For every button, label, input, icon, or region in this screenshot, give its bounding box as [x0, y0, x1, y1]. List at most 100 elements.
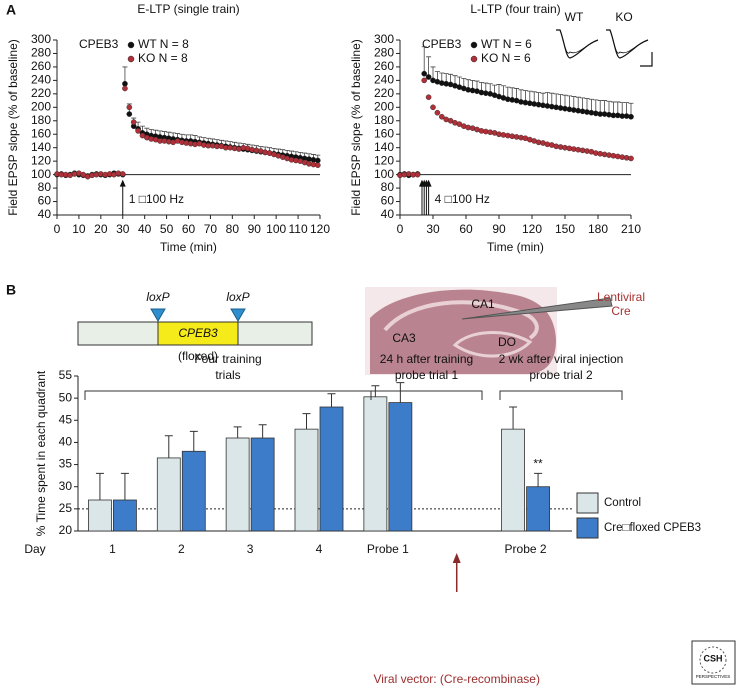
data-point — [126, 104, 133, 111]
inset-trace — [556, 29, 599, 59]
logo-text: PERSPECTIVES — [696, 674, 731, 679]
data-point — [421, 70, 428, 77]
legend-label: Cre□floxed CPEB3 — [604, 522, 701, 534]
legend-label: KO N = 6 — [481, 51, 531, 65]
dentate-layer — [452, 331, 533, 358]
bracket-label: Four training — [194, 352, 261, 366]
data-point — [135, 128, 141, 134]
y-tick-label: 140 — [374, 140, 394, 154]
error-bar — [396, 382, 405, 403]
y-tick-label: 25 — [59, 501, 73, 515]
legend-swatch — [576, 517, 599, 539]
loxp-label: loxP — [226, 290, 249, 304]
injection-label: Lentiviral — [597, 290, 645, 304]
legend-marker — [127, 41, 135, 49]
scale-bar — [640, 52, 653, 67]
region-label: CA3 — [392, 331, 416, 345]
x-tick-label: 60 — [182, 222, 196, 236]
x-tick-label: 30 — [116, 222, 130, 236]
y-tick-label: 30 — [59, 479, 73, 493]
y-tick-label: 100 — [374, 167, 394, 181]
gene-box — [157, 321, 239, 346]
chart-title: E-LTP (single train) — [137, 2, 239, 16]
loxp-label: loxP — [146, 290, 169, 304]
x-tick-label: Probe 1 — [367, 542, 409, 556]
error-bar — [122, 66, 128, 84]
y-tick-label: 40 — [381, 207, 395, 221]
chart-title: L-LTP (four train) — [470, 2, 560, 16]
data-point — [315, 157, 321, 164]
y-tick-label: 200 — [31, 99, 51, 113]
gene-label: CPEB3 — [178, 326, 218, 340]
error-bar — [95, 472, 104, 500]
y-tick-label: 60 — [381, 194, 395, 208]
inset-trace — [606, 29, 649, 59]
y-tick-label: 50 — [59, 390, 73, 404]
legend-marker — [470, 55, 478, 63]
loxp-triangle — [150, 308, 166, 322]
x-tick-label: 3 — [247, 542, 254, 556]
inset-trace — [606, 29, 649, 54]
x-tick-label: 120 — [522, 222, 542, 236]
x-tick-label: 0 — [397, 222, 404, 236]
bar — [181, 450, 206, 532]
y-tick-label: 180 — [374, 113, 394, 127]
vector-note: Viral vector: (Cre-recombinase) — [373, 672, 540, 686]
y-tick-label: 280 — [374, 46, 394, 60]
x-tick-label: 10 — [72, 222, 86, 236]
data-point — [438, 113, 445, 120]
x-tick-label: 150 — [555, 222, 575, 236]
y-tick-label: 55 — [59, 368, 73, 382]
x-tick-label: 30 — [426, 222, 440, 236]
stimulus-label: 4 □100 Hz — [435, 192, 490, 206]
y-tick-label: 220 — [31, 86, 51, 100]
y-tick-label: 280 — [31, 46, 51, 60]
x-tick-label: 50 — [160, 222, 174, 236]
y-axis-title: % Time spent in each quadrant — [34, 370, 48, 536]
arrow-head — [452, 553, 461, 563]
bar — [526, 486, 550, 532]
significance-label: ** — [533, 457, 543, 471]
genotype-label: CPEB3 — [422, 37, 462, 51]
legend-swatch — [576, 492, 599, 514]
data-point — [425, 94, 432, 101]
bar — [88, 499, 112, 532]
data-point — [430, 104, 436, 111]
y-tick-label: 100 — [31, 167, 51, 181]
bracket-label: 24 h after training — [380, 352, 473, 366]
pipette — [461, 297, 613, 320]
x-tick-label: 0 — [54, 222, 61, 236]
y-tick-label: 120 — [31, 153, 51, 167]
data-point — [421, 77, 428, 84]
logo-ring — [699, 646, 727, 674]
y-tick-label: 80 — [381, 180, 395, 194]
y-tick-label: 220 — [374, 86, 394, 100]
bar — [156, 457, 181, 532]
error-bar — [327, 393, 336, 407]
x-tick-label: 60 — [459, 222, 473, 236]
data-point — [122, 80, 128, 87]
data-point — [434, 109, 441, 116]
bracket-label: probe trial 1 — [395, 368, 459, 382]
floxed-label: (floxed) — [178, 349, 218, 363]
data-point — [414, 171, 421, 178]
data-point — [628, 155, 634, 162]
y-tick-label: 200 — [374, 99, 394, 113]
genotype-label: CPEB3 — [79, 37, 119, 51]
y-axis-title: Field EPSP slope (% of baseline) — [6, 39, 20, 216]
data-point — [628, 113, 634, 120]
region-label: DO — [498, 335, 516, 349]
error-bar — [302, 413, 311, 430]
arrow-head — [425, 179, 432, 187]
error-bar — [233, 426, 242, 438]
injection-label: Cre — [611, 304, 631, 318]
region-label: CA1 — [471, 297, 495, 311]
data-point — [315, 162, 321, 168]
error-bar — [426, 56, 432, 78]
y-tick-label: 45 — [59, 412, 73, 426]
y-tick-label: 40 — [59, 435, 73, 449]
x-tick-label: 1 — [109, 542, 116, 556]
panel-label: A — [6, 2, 16, 18]
